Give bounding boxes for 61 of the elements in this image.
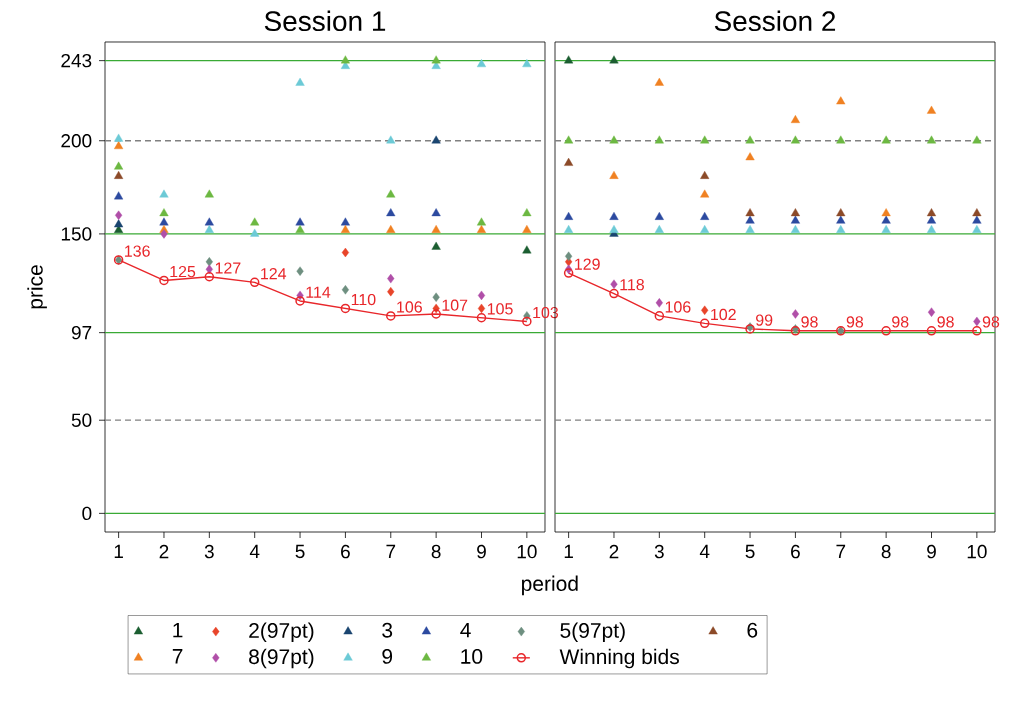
chart-title: Session 2 [714, 10, 836, 32]
y-tick-label: 200 [61, 134, 92, 148]
chart-title: Session 1 [264, 10, 386, 32]
data-label: 124 [261, 267, 287, 280]
x-tick-label: 5 [295, 544, 305, 559]
data-label: 110 [351, 293, 376, 306]
x-tick-label: 8 [881, 544, 891, 559]
x-tick-label: 6 [341, 544, 350, 559]
x-tick-label: 5 [745, 544, 755, 559]
data-label: 98 [801, 316, 818, 328]
y-tick-label: 97 [71, 325, 92, 340]
y-tick-label: 0 [82, 506, 92, 521]
x-tick-label: 4 [249, 544, 260, 558]
x-tick-label: 10 [517, 544, 537, 559]
x-tick-label: 1 [114, 544, 123, 558]
x-tick-label: 3 [204, 544, 214, 559]
x-tick-label: 3 [654, 544, 664, 559]
x-tick-label: 8 [431, 544, 441, 559]
data-label: 129 [575, 258, 600, 270]
data-label: 99 [756, 314, 773, 326]
data-label: 118 [620, 279, 644, 291]
legend-label: 1 [173, 622, 183, 638]
x-tick-label: 2 [609, 544, 619, 559]
legend-label: 3 [382, 622, 393, 638]
data-label: 98 [937, 316, 954, 328]
data-label: 103 [533, 306, 559, 319]
x-tick-label: 9 [477, 544, 486, 559]
y-tick-label: 150 [61, 227, 92, 241]
data-label: 106 [665, 301, 691, 313]
x-tick-label: 10 [967, 544, 987, 559]
legend-label: 5(97pt) [560, 622, 625, 643]
data-label: 107 [442, 299, 468, 311]
legend-label: 7 [172, 649, 183, 664]
legend-label: 2(97pt) [249, 622, 314, 643]
data-label: 102 [711, 308, 736, 321]
legend-label: 4 [460, 622, 471, 638]
data-label: 98 [892, 316, 909, 328]
legend-label: 10 [461, 648, 483, 664]
data-label: 114 [306, 286, 331, 298]
data-label: 98 [982, 316, 1000, 328]
y-axis-title: price [27, 265, 47, 309]
data-label: 136 [125, 245, 150, 257]
data-label: 106 [397, 301, 422, 313]
x-tick-label: 1 [564, 544, 573, 558]
legend-label: 9 [382, 648, 393, 664]
data-label: 127 [215, 262, 241, 274]
y-tick-label: 243 [61, 53, 92, 68]
x-tick-label: 7 [836, 544, 846, 558]
x-tick-label: 2 [159, 544, 169, 559]
data-label: 98 [846, 316, 864, 328]
data-label: 105 [487, 303, 513, 315]
y-tick-label: 50 [71, 413, 92, 427]
x-tick-label: 4 [699, 544, 710, 558]
legend-label: Winning bids [559, 648, 679, 669]
x-tick-label: 9 [927, 544, 936, 559]
x-axis-title: period [522, 575, 578, 596]
x-tick-label: 6 [791, 544, 800, 559]
legend-label: 8(97pt) [249, 648, 314, 669]
legend-label: 6 [747, 622, 758, 638]
x-tick-label: 7 [386, 544, 396, 558]
data-label: 125 [170, 265, 196, 278]
